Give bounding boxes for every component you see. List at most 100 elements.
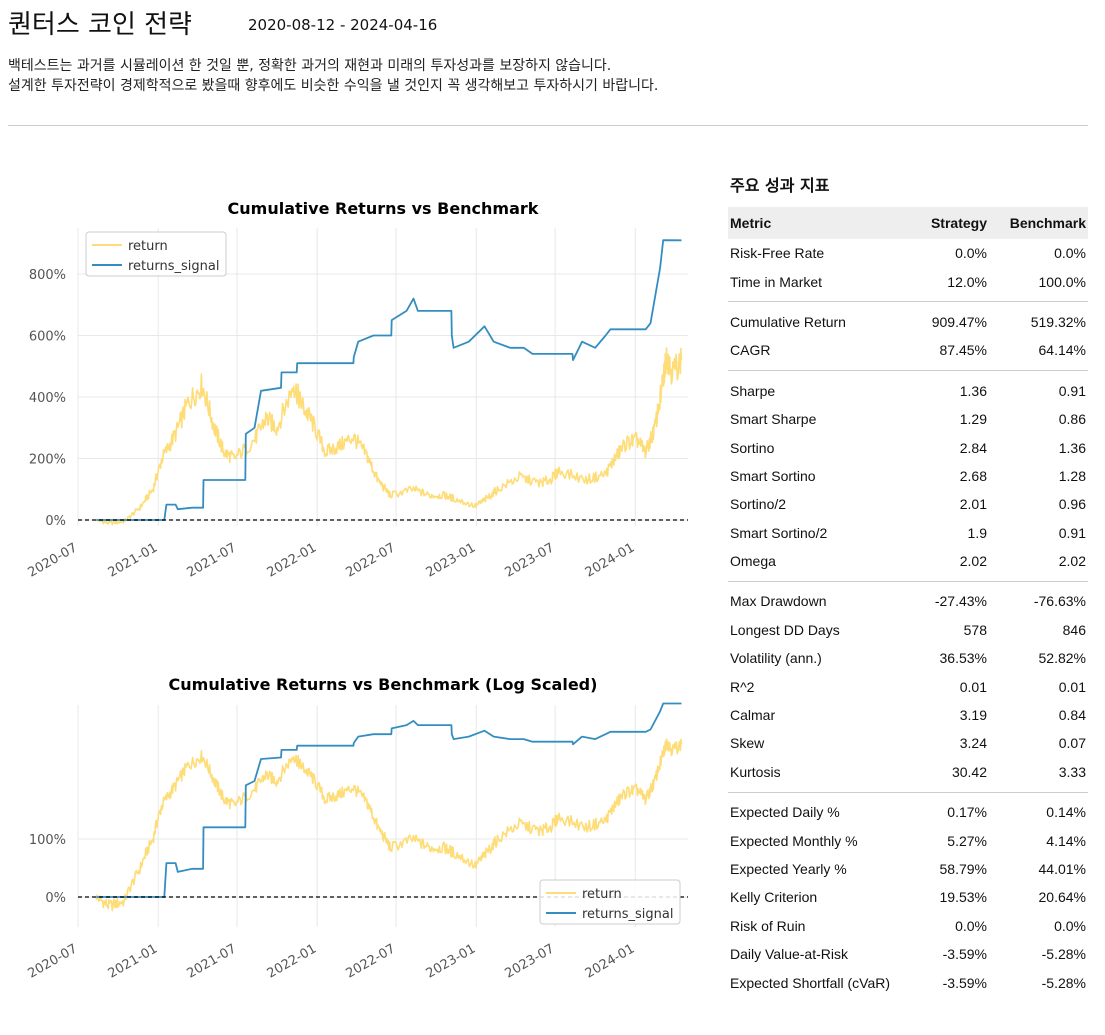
metric-name: Sharpe (730, 382, 776, 399)
metric-row: Kelly Criterion 19.53% 20.64% (728, 883, 1088, 911)
metric-row: Expected Monthly % 5.27% 4.14% (728, 826, 1088, 854)
metric-name: CAGR (730, 342, 771, 359)
x-tick-label: 2023-07 (503, 941, 558, 981)
column-header: Strategy (905, 207, 989, 239)
strategy-value: 578 (963, 621, 987, 638)
header-divider (8, 125, 1088, 126)
strategy-value: 2.68 (959, 467, 987, 484)
metric-name: Skew (730, 735, 765, 752)
strategy-value: 87.45% (939, 342, 987, 359)
x-tick-label: 2023-07 (503, 540, 558, 580)
strategy-value: 2.84 (959, 439, 987, 456)
metrics-table: Metric Strategy Benchmark Risk-Free Rate… (728, 207, 1088, 997)
metric-name: R^2 (730, 678, 755, 695)
chart-title: Cumulative Returns vs Benchmark (228, 199, 539, 218)
metric-name: Smart Sharpe (730, 411, 817, 428)
x-tick-label: 2023-01 (424, 540, 479, 580)
metric-name: Risk-Free Rate (730, 245, 825, 262)
strategy-value: 1.29 (959, 411, 987, 428)
x-tick-label: 2022-07 (344, 941, 399, 981)
metric-name: Kelly Criterion (730, 889, 818, 906)
strategy-value: 2.02 (959, 553, 987, 570)
benchmark-value: 0.07 (1058, 735, 1086, 752)
metric-name: Cumulative Return (730, 313, 846, 330)
disclaimer: 백테스트는 과거를 시뮬레이션 한 것일 뿐, 정확한 과거의 재현과 미래의 … (8, 56, 658, 96)
benchmark-value: 100.0% (1038, 273, 1086, 290)
metric-group-divider (728, 365, 1088, 377)
metric-name: Volatility (ann.) (730, 650, 822, 667)
benchmark-value: 0.91 (1058, 524, 1086, 541)
strategy-value: 30.42 (951, 763, 987, 780)
x-tick-label: 2021-01 (106, 941, 161, 981)
benchmark-value: -5.28% (1041, 946, 1086, 963)
benchmark-value: 52.82% (1038, 650, 1086, 667)
metric-row: Cumulative Return 909.47% 519.32% (728, 308, 1088, 336)
strategy-value: 1.36 (959, 382, 987, 399)
metric-group-divider (728, 296, 1088, 308)
benchmark-value: 2.02 (1058, 553, 1086, 570)
y-tick-label: 0% (45, 514, 66, 529)
series-returns-signal-line (96, 239, 682, 521)
series-return-line (95, 738, 683, 912)
metric-name: Expected Yearly % (730, 861, 847, 877)
benchmark-value: 1.28 (1058, 467, 1086, 484)
metric-name: Sortino/2 (730, 496, 787, 513)
metric-name: Sortino (730, 439, 775, 456)
benchmark-value: 519.32% (1030, 313, 1086, 330)
chart-legend: return returns_signal (539, 879, 681, 925)
metric-row: Calmar 3.19 0.84 (728, 701, 1088, 729)
x-tick-label: 2021-07 (184, 540, 239, 580)
metrics-title: 주요 성과 지표 (730, 176, 830, 195)
metric-name: Expected Daily % (730, 804, 840, 821)
strategy-value: 0.01 (959, 678, 987, 695)
date-range: 2020-08-12 - 2024-04-16 (248, 16, 438, 34)
benchmark-value: 0.0% (1054, 917, 1086, 934)
metric-row: Longest DD Days 578 846 (728, 616, 1088, 644)
benchmark-value: 0.84 (1058, 707, 1086, 724)
benchmark-value: 846 (1062, 621, 1086, 638)
x-tick-label: 2024-01 (583, 941, 638, 981)
x-tick-label: 2022-07 (344, 540, 399, 580)
metric-row: Sortino 2.84 1.36 (728, 433, 1088, 461)
metric-name: Expected Shortfall (cVaR) (730, 974, 891, 991)
metric-row: Skew 3.24 0.07 (728, 729, 1088, 757)
metric-row: Max Drawdown -27.43% -76.63% (728, 587, 1088, 615)
benchmark-value: -76.63% (1033, 593, 1086, 610)
strategy-value: -27.43% (934, 593, 987, 610)
benchmark-value: 0.91 (1058, 382, 1086, 399)
x-tick-label: 2020-07 (25, 941, 80, 981)
disclaimer-line-2: 설계한 투자전략이 경제학적으로 봤을때 향후에도 비슷한 수익을 낼 것인지 … (8, 78, 659, 94)
x-tick-label: 2023-01 (424, 941, 479, 981)
metric-row: Sortino/2 2.01 0.96 (728, 490, 1088, 518)
metric-row: Daily Value-at-Risk -3.59% -5.28% (728, 940, 1088, 968)
strategy-value: 0.0% (955, 245, 987, 262)
metric-row: Smart Sortino/2 1.9 0.91 (728, 519, 1088, 547)
metric-name: Calmar (730, 707, 776, 724)
metric-name: Expected Monthly % (730, 832, 858, 849)
metric-group-divider (728, 575, 1088, 587)
metric-group-divider (728, 786, 1088, 798)
x-tick-label: 2024-01 (583, 540, 638, 580)
metric-row: Smart Sharpe 1.29 0.86 (728, 405, 1088, 433)
strategy-value: 0.0% (955, 917, 987, 934)
chart-legend: return returns_signal (85, 231, 227, 277)
column-header: Metric (728, 207, 905, 239)
strategy-value: -3.59% (942, 974, 987, 991)
y-tick-label: 0% (45, 891, 66, 906)
series-returns-signal-line (96, 702, 682, 898)
strategy-value: 0.17% (947, 804, 987, 821)
cumulative-returns-chart: Cumulative Returns vs Benchmark 2020-07 20… (0, 190, 700, 610)
page-title: 퀀터스 코인 전략 (8, 10, 192, 40)
benchmark-value: 64.14% (1038, 342, 1086, 359)
y-tick-label: 800% (29, 268, 66, 283)
metric-name: Risk of Ruin (730, 917, 806, 934)
benchmark-value: 0.96 (1058, 496, 1086, 513)
metric-name: Max Drawdown (730, 593, 827, 610)
metric-row: CAGR 87.45% 64.14% (728, 336, 1088, 364)
strategy-value: 12.0% (947, 273, 987, 290)
legend-label: returns_signal (128, 259, 219, 274)
metric-name: Smart Sortino/2 (730, 524, 828, 541)
x-tick-label: 2021-07 (184, 941, 239, 981)
x-tick-label: 2020-07 (25, 540, 80, 580)
metric-row: Expected Shortfall (cVaR) -3.59% -5.28% (728, 968, 1088, 996)
